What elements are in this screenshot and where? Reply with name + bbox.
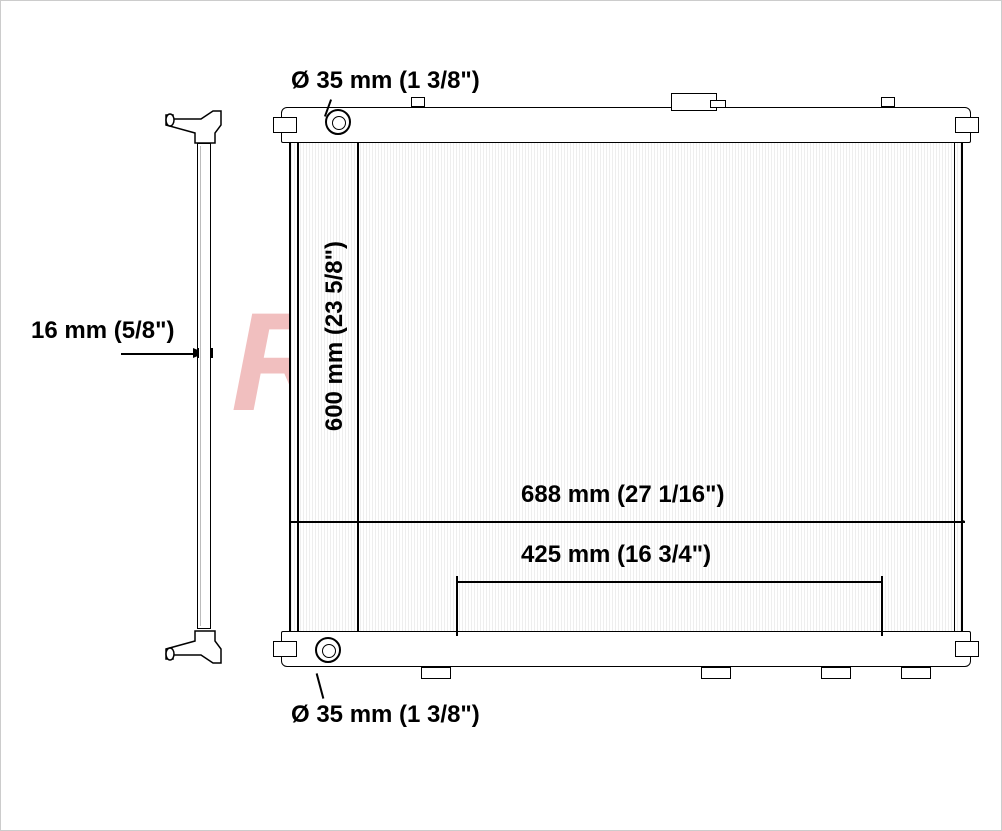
inlet-bottom [309, 631, 349, 671]
dim-width-line [289, 521, 965, 523]
lug-top-2 [881, 97, 895, 107]
lug-bottom-2 [701, 667, 731, 679]
filler-neck [671, 93, 717, 111]
side-view [161, 107, 251, 667]
dim-thickness-label: 16 mm (5/8") [31, 317, 174, 345]
bottom-tank [281, 631, 971, 667]
bracket-bottom-right [955, 641, 979, 657]
lug-bottom-3 [821, 667, 851, 679]
inlet-bottom-neck [315, 637, 341, 663]
dim-thickness-tick2 [211, 348, 213, 358]
dim-inner-label: 425 mm (16 3/4") [521, 541, 711, 569]
dim-thickness-line [121, 353, 196, 355]
inlet-top [319, 103, 359, 143]
dim-inlet-top-label: Ø 35 mm (1 3/8") [291, 67, 480, 95]
top-tank [281, 107, 971, 143]
lug-bottom-4 [901, 667, 931, 679]
bracket-top-right [955, 117, 979, 133]
lug-top-1 [411, 97, 425, 107]
side-top-fitting [161, 107, 241, 145]
lug-bottom-1 [421, 667, 451, 679]
dim-inlet-bot-leader [316, 673, 325, 699]
front-view [281, 107, 971, 667]
dim-inlet-bot-label: Ø 35 mm (1 3/8") [291, 701, 480, 729]
dim-inner-tick-r [881, 576, 883, 636]
dim-inner-tick-l [456, 576, 458, 636]
dim-width-label: 688 mm (27 1/16") [521, 481, 725, 509]
dim-height-line [357, 143, 359, 631]
dim-thickness-tick1 [197, 348, 199, 358]
dim-height-label: 600 mm (23 5/8") [321, 241, 349, 431]
dim-inner-line [456, 581, 881, 583]
bracket-bottom-left [273, 641, 297, 657]
inlet-top-neck [325, 109, 351, 135]
side-bottom-fitting [161, 629, 241, 667]
side-rail [197, 143, 211, 629]
bracket-top-left [273, 117, 297, 133]
